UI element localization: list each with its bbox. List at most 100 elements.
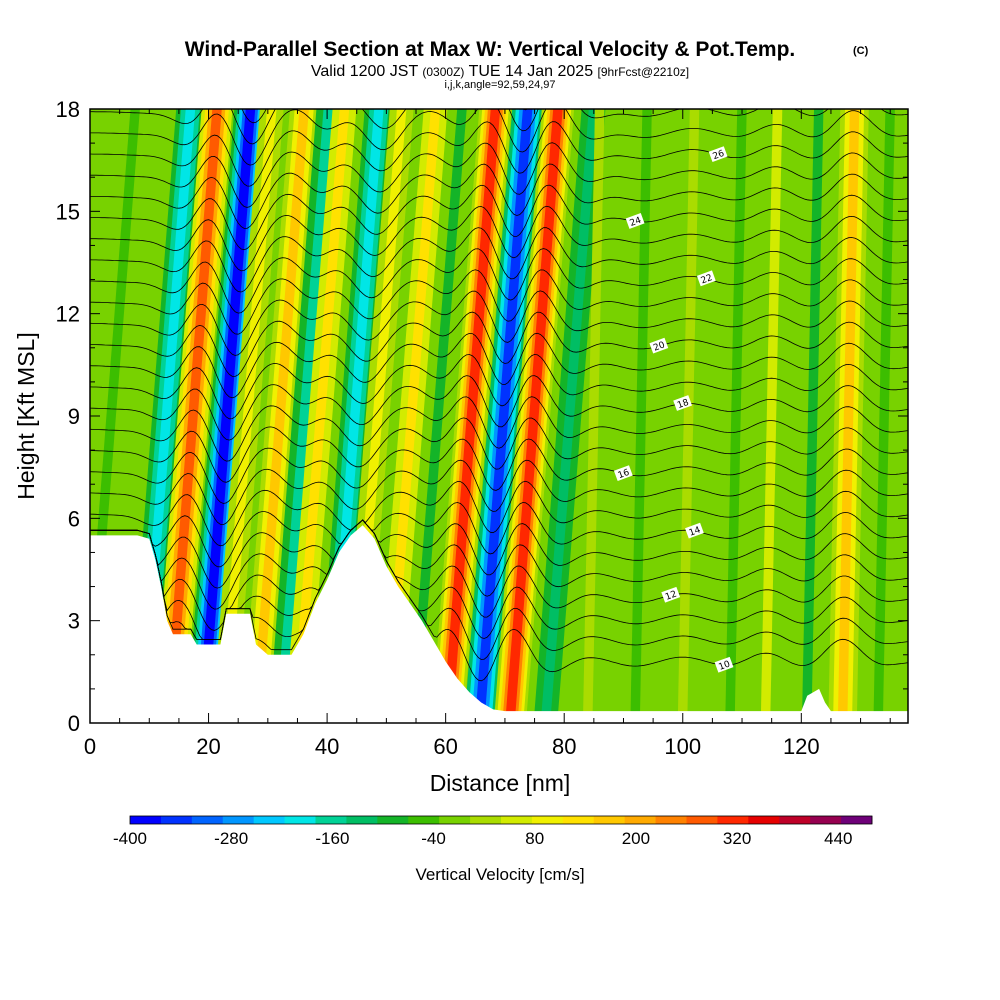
colorbar-swatch (501, 816, 533, 824)
colorbar-swatch (655, 816, 687, 824)
contour-label-text: 16 (617, 468, 631, 481)
velocity-band-14-level-4 (505, 109, 563, 723)
colorbar-tick-label: 440 (824, 829, 852, 848)
colorbar-tick-label: 320 (723, 829, 751, 848)
theta-contour-16 (90, 290, 908, 356)
colorbar-tick-label: -160 (315, 829, 349, 848)
colorbar-swatch (841, 816, 873, 824)
theta-contour-11 (90, 396, 908, 462)
corner-tag: (C) (853, 45, 869, 57)
colorbar-swatch (377, 816, 409, 824)
theta-contour-25 (90, 109, 908, 166)
contour-label-bg (613, 465, 633, 482)
contour-label-bg (649, 337, 669, 354)
valid-utc: (0300Z) (422, 65, 464, 79)
colorbar-swatch (222, 816, 255, 824)
colorbar-swatch (624, 816, 656, 824)
colorbar-swatch (130, 816, 162, 824)
velocity-band-5-level-2 (251, 109, 309, 723)
x-tick-label: 20 (196, 734, 220, 759)
velocity-band-20-level-0 (760, 109, 783, 723)
theta-contour-15 (90, 311, 908, 377)
colorbar-swatch (531, 816, 564, 824)
velocity-band-3-level-4 (197, 109, 256, 723)
contour-label-21: 24 (625, 213, 645, 229)
contour-label-15: 20 (649, 337, 669, 354)
theta-contour-21 (90, 184, 908, 251)
theta-contour-10 (90, 417, 908, 483)
colorbar-frame (129, 815, 873, 825)
colorbar-swatch (779, 816, 811, 824)
theta-contour-3 (90, 519, 908, 631)
velocity-band-13-level-3 (474, 109, 533, 723)
contour-label-3: 12 (661, 586, 681, 603)
velocity-band-16-level-0 (582, 109, 605, 723)
velocity-band-22-level-2 (837, 109, 860, 723)
colorbar-swatch (284, 816, 316, 824)
axis-tick-labels: 0 20 40 60 80 100 120 0 3 6 9 12 15 18 (56, 97, 820, 759)
contour-label-text: 18 (676, 398, 690, 411)
contour-label-9: 16 (613, 465, 633, 482)
theta-contour-13 (90, 353, 908, 420)
colorbar-tick-label: 200 (622, 829, 650, 848)
x-tick-label: 40 (315, 734, 339, 759)
velocity-band-6-level-1 (275, 109, 333, 723)
velocity-band-12-level-4 (442, 109, 501, 723)
axis-ticks (89, 108, 908, 724)
y-tick-label: 18 (56, 97, 80, 122)
x-tick-label: 100 (664, 734, 701, 759)
colorbar-swatch (686, 816, 718, 824)
colorbar-title: Vertical Velocity [cm/s] (415, 865, 584, 884)
colorbar (129, 815, 873, 825)
theta-contour-5 (90, 519, 908, 589)
colorbar-swatch (439, 816, 471, 824)
valid-prefix: Valid 1200 JST (311, 63, 419, 80)
y-axis-label: Height [Kft MSL] (13, 332, 39, 499)
y-tick-label: 6 (68, 506, 80, 531)
theta-contour-14 (90, 332, 908, 399)
contour-label-27: 28 (673, 79, 692, 96)
contour-label-bg (673, 395, 693, 411)
colorbar-tick-labels: -400 -280 -160 -40 80 200 320 440 (113, 829, 853, 848)
colorbar-tick-label: -40 (421, 829, 446, 848)
chart-title: Wind-Parallel Section at Max W: Vertical… (185, 38, 796, 61)
colorbar-swatch (160, 816, 193, 824)
theta-contour-9 (90, 438, 908, 504)
theta-contour-17 (90, 269, 908, 335)
theta-contour-23 (90, 142, 908, 208)
y-tick-label: 9 (68, 404, 80, 429)
colorbar-swatch (810, 816, 842, 824)
plot-area (90, 109, 908, 723)
contour-label-bg (625, 213, 645, 229)
velocity-band-17-level-0 (630, 109, 652, 723)
contour-label-text: 24 (629, 216, 643, 229)
theta-contour-12 (90, 375, 908, 441)
theta-contour-19 (90, 227, 908, 293)
colorbar-swatch (315, 816, 347, 824)
contour-label-6: 14 (685, 522, 704, 539)
contour-label-bg (714, 656, 734, 673)
contour-label-text: 26 (712, 149, 726, 162)
colorbar-swatch (593, 816, 626, 824)
contour-label-text: 28 (676, 81, 690, 94)
colorbar-tick-label: -400 (113, 829, 147, 848)
colorbar-swatch (748, 816, 780, 824)
velocity-band-10-level-1 (382, 109, 441, 723)
y-tick-label: 0 (68, 711, 80, 736)
colorbar-swatch (253, 816, 285, 824)
velocity-band-11-level-0 (409, 109, 467, 723)
theta-contour-7 (90, 480, 908, 547)
grid-indices: i,j,k,angle=92,59,24,97 (444, 79, 555, 91)
theta-contour-8 (90, 459, 908, 526)
vertical-velocity-field (90, 109, 908, 723)
y-tick-label: 3 (68, 609, 80, 634)
contour-label-bg (661, 586, 681, 603)
colorbar-tick-label: -280 (214, 829, 248, 848)
velocity-band-4-level-1 (219, 109, 277, 723)
x-axis-label: Distance [nm] (430, 770, 571, 796)
colorbar-swatch (470, 816, 502, 824)
theta-contour-6 (90, 502, 908, 568)
valid-date: TUE 14 Jan 2025 (469, 63, 594, 80)
theta-contour-24 (90, 121, 908, 187)
